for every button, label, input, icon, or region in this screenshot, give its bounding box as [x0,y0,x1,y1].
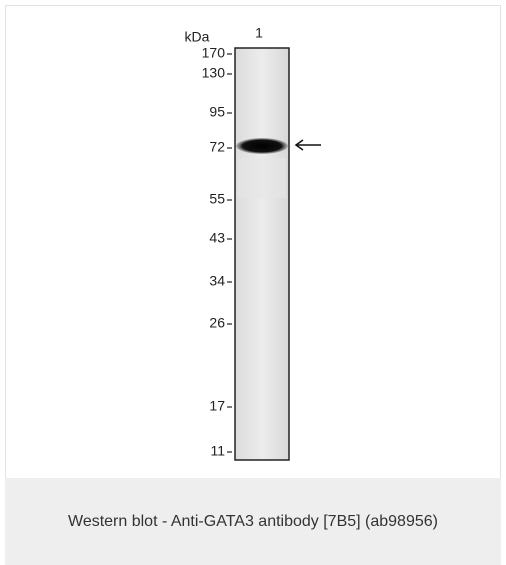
unit-label: kDa [185,29,210,45]
lane [235,48,289,460]
figure: kDa 1 170 130 95 72 55 43 34 26 17 11 Western blo… [0,0,506,565]
caption: Western blot - Anti-GATA3 antibody [7B5]… [5,478,501,565]
marker-label: 170 [202,45,226,61]
band [236,138,288,154]
lane-smear [238,158,286,198]
marker-label: 43 [209,230,225,246]
marker-label: 55 [209,191,225,207]
marker-label: 130 [202,65,226,81]
lane-label: 1 [255,25,263,41]
marker-label: 34 [209,273,225,289]
marker-label: 17 [209,398,225,414]
marker-label: 26 [209,315,225,331]
marker-label: 11 [210,443,225,459]
marker-label: 72 [209,139,225,155]
western-blot: kDa 1 170 130 95 72 55 43 34 26 17 11 [6,6,500,478]
marker-label: 95 [209,104,225,120]
image-panel: kDa 1 170 130 95 72 55 43 34 26 17 11 [5,5,501,479]
